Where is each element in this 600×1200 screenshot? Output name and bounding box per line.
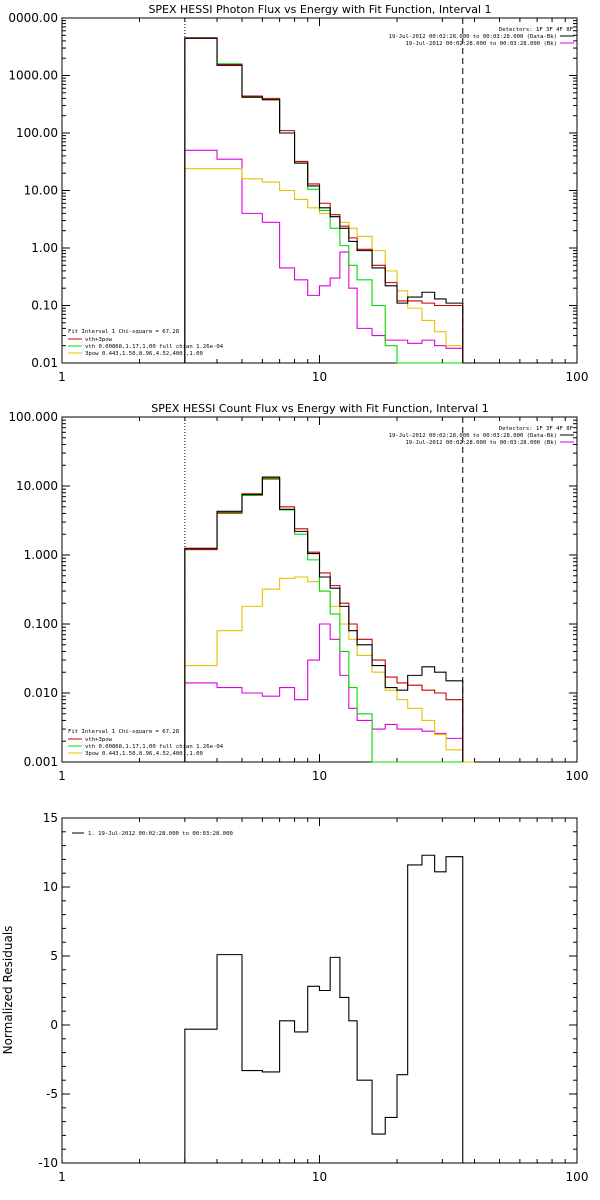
y-tick-label: 15 [43,811,58,825]
legend: 1. 19-Jul-2012 00:02:28.000 to 00:03:28.… [72,831,233,837]
reference-lines [184,417,464,762]
legend-top: Detectors: 1F 3F 4F 8F 19-Jul-2012 00:02… [389,27,574,47]
series-vth [184,478,463,763]
y-tick-label: 0.10 [31,299,58,313]
y-tick-label: -5 [46,1087,58,1101]
count-flux-panel: SPEX HESSI Count Flux vs Energy with Fit… [8,402,588,783]
y-tick-label: 0.100 [24,617,58,631]
x-tick-label: 100 [566,370,589,384]
legend-entry-bk: 19-Jul-2012 00:02:28.000 to 00:03:28.000… [405,440,557,446]
legend-entry-vth: vth 0.00868,1.17,1.00 full chian 1.26e-0… [85,744,224,750]
chart-title: SPEX HESSI Photon Flux vs Energy with Fi… [148,3,491,16]
x-tick-label: 1 [58,769,66,783]
x-tick-label: 100 [566,1170,589,1184]
x-tick-label: 100 [566,769,589,783]
x-tick-label: 1 [58,1170,66,1184]
legend-bottom: Fit Interval 1 Chi-square = 67.28 vth+3p… [68,729,224,757]
series-bk [184,149,464,363]
y-tick-label: 0.010 [24,686,58,700]
legend-entry-data-bk: 19-Jul-2012 00:02:28.000 to 00:03:28.000… [389,34,557,40]
y-tick-label: 1000.00 [8,69,58,83]
x-ticks: 1 10 100 [58,417,588,783]
series-data-bk [184,37,464,363]
legend-header: Fit Interval 1 Chi-square = 67.28 [68,729,180,735]
y-tick-label: 0.01 [31,356,58,370]
series-group [184,854,464,1163]
legend-header: Detectors: 1F 3F 4F 8F [499,27,574,33]
legend-entry-3pow: 3pow 0.443,1.50,8.96,4.52,400.,1.00 [85,351,203,357]
legend-header: Detectors: 1F 3F 4F 8F [499,426,574,432]
x-tick-label: 10 [312,1170,327,1184]
series-vth-3pow [184,477,464,762]
x-ticks: 1 10 100 [58,18,588,384]
y-ticks: 100.000 10.000 1.000 0.100 0.010 0.001 [8,410,577,769]
x-tick-label: 1 [58,370,66,384]
legend-entry-3pow: 3pow 0.443,1.50,8.96,4.52,400.,1.00 [85,751,203,757]
y-tick-label: 1.00 [31,241,58,255]
y-tick-label: 100.00 [16,126,58,140]
y-tick-label: 0000.00 [8,11,58,25]
y-tick-label: 5 [50,949,58,963]
y-tick-label: 100.000 [8,410,58,424]
y-tick-label: 0 [50,1018,58,1032]
x-tick-label: 10 [312,769,327,783]
x-tick-label: 10 [312,370,327,384]
y-axis-label: Normalized Residuals [1,926,15,1055]
y-tick-label: 10.000 [16,479,58,493]
series-bk [184,623,464,762]
legend-entry-residuals: 1. 19-Jul-2012 00:02:28.000 to 00:03:28.… [88,831,233,837]
legend-entry-vth-3pow: vth+3pow [85,337,113,343]
reference-lines [184,18,464,363]
series-group [184,37,464,364]
chart-title: SPEX HESSI Count Flux vs Energy with Fit… [151,402,488,415]
y-ticks: 15 10 5 0 -5 -10 [38,811,577,1170]
legend-header: Fit Interval 1 Chi-square = 67.28 [68,329,180,335]
legend-entry-data-bk: 19-Jul-2012 00:02:28.000 to 00:03:28.000… [389,433,557,439]
y-tick-label: 0.001 [24,755,58,769]
legend-bottom: Fit Interval 1 Chi-square = 67.28 vth+3p… [68,329,224,357]
x-ticks: 1 10 100 [58,818,588,1184]
y-tick-label: 10 [43,880,58,894]
legend-entry-vth-3pow: vth+3pow [85,737,113,743]
series-residuals [184,854,464,1163]
legend-entry-bk: 19-Jul-2012 00:02:28.000 to 00:03:28.000… [405,41,557,47]
legend-entry-vth: vth 0.00868,1.17,1.00 full chian 1.26e-0… [85,344,224,350]
y-tick-label: 1.000 [24,548,58,562]
series-vth-3pow [184,37,464,363]
series-3pow [184,168,464,363]
y-tick-label: 10.00 [24,184,58,198]
y-ticks: 0000.00 1000.00 100.00 10.00 1.00 0.10 0.01 [8,11,577,370]
y-tick-label: -10 [38,1156,58,1170]
series-data-bk [184,476,464,762]
photon-flux-panel: SPEX HESSI Photon Flux vs Energy with Fi… [8,3,588,384]
series-vth [184,37,463,364]
series-group [184,476,475,763]
legend-top: Detectors: 1F 3F 4F 8F 19-Jul-2012 00:02… [389,426,574,446]
